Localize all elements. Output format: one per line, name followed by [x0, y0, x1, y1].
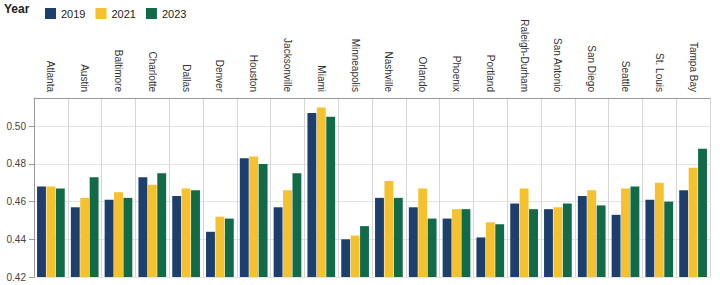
svg-text:Atlanta: Atlanta: [45, 61, 56, 93]
svg-text:Seattle: Seattle: [620, 61, 631, 93]
svg-text:0.46: 0.46: [7, 196, 27, 207]
svg-text:0.44: 0.44: [7, 234, 27, 245]
svg-text:Dallas: Dallas: [181, 64, 192, 92]
svg-text:Phoenix: Phoenix: [451, 56, 462, 92]
svg-text:San Antonio: San Antonio: [552, 38, 563, 92]
svg-text:Jacksonville: Jacksonville: [282, 38, 293, 92]
svg-text:0.50: 0.50: [7, 121, 27, 132]
svg-text:2021: 2021: [111, 8, 135, 20]
svg-text:2019: 2019: [61, 8, 85, 20]
svg-text:Baltimore: Baltimore: [113, 50, 124, 93]
svg-text:0.42: 0.42: [7, 272, 27, 283]
svg-text:San Diego: San Diego: [586, 45, 597, 92]
svg-text:Raleigh-Durham: Raleigh-Durham: [519, 19, 530, 92]
svg-text:Charlotte: Charlotte: [147, 51, 158, 92]
svg-text:Austin: Austin: [79, 64, 90, 92]
svg-text:Minneapolis: Minneapolis: [350, 39, 361, 92]
svg-text:Houston: Houston: [248, 55, 259, 92]
svg-text:Portland: Portland: [485, 55, 496, 92]
svg-text:Denver: Denver: [214, 60, 225, 93]
svg-text:2023: 2023: [162, 8, 186, 20]
svg-text:Miami: Miami: [316, 65, 327, 92]
svg-text:Orlando: Orlando: [417, 56, 428, 92]
svg-text:St. Louis: St. Louis: [654, 53, 665, 92]
svg-text:Nashville: Nashville: [383, 51, 394, 92]
svg-text:Year: Year: [4, 2, 30, 16]
svg-text:0.48: 0.48: [7, 158, 27, 169]
svg-text:Tampa Bay: Tampa Bay: [688, 42, 699, 92]
